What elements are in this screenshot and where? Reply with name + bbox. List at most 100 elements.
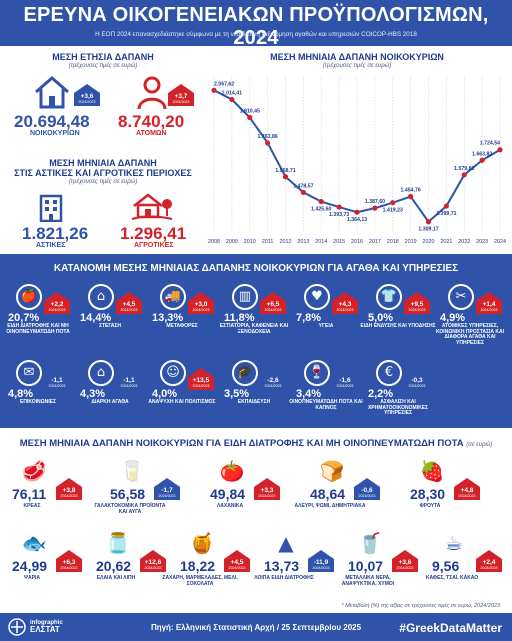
chart-point [336,204,342,210]
fruit-icon: 🍓 [419,459,445,483]
line-chart-svg: 2.067,62 2008 2.014,41 2009 1.910,45 2010 1.76… [208,76,506,245]
category-change-years: 2024/2023 [48,384,66,388]
food-change-badge: +4,5 2024/2023 [224,550,250,572]
category-change-years: 2024/2023 [480,308,498,312]
chart-point [354,209,360,215]
category-panel-title: ΚΑΤΑΝΟΜΗ ΜΕΣΗΣ ΜΗΝΙΑΙΑΣ ΔΑΠΑΝΗΣ ΝΟΙΚΟΚΥΡ… [53,263,459,274]
food-change-value: +4,5 [230,559,244,566]
food-value: 28,30 [410,486,446,502]
category-change-years: 2024/2023 [120,384,138,388]
category-change-badge: +9,5 2024/2023 [404,292,430,314]
dairy-icon: 🥛 [119,459,145,483]
category-item: ⌂ -1,1 2024/2023 4,3% ΔΙΑΡΚΗ ΑΓΑΘΑ [80,360,142,420]
food-item: 🍅 +3,3 2024/2023 49,84 ΛΑΧΑΝΙΚΑ [204,458,284,528]
chart-data-label: 1.763,86 [258,134,278,140]
food-change-years: 2024/2023 [396,566,414,570]
food-value: 10,07 [348,558,384,574]
category-label: ΔΙΑΡΚΗ ΑΓΑΘΑ [91,399,129,405]
food-value: 49,84 [210,486,246,502]
food-change-years: 2024/2023 [258,494,276,498]
food-value: 18,22 [180,558,216,574]
urban-value: 1.821,26 [22,224,89,243]
chart-x-tick-label: 2017 [369,239,381,245]
food-item: 🫙 +12,6 2024/2023 20,62 ΕΛΑΙΑ ΚΑΙ ΛΙΠΗ [90,530,170,600]
chart-point [300,189,306,195]
wine-glass-icon: 🍷 [304,360,330,386]
heartbeat-icon: ♥ [304,284,330,310]
chart-point [211,87,217,93]
category-change-value: -1,6 [339,377,351,384]
chart-point [247,114,253,121]
category-item: ▥ +6,5 2024/2023 11,8% ΕΣΤΙΑΤΟΡΙΑ, ΚΑΦΕΝΕΙΑ … [220,284,288,344]
footer: infographic ΕΛΣΤΑΤ Πηγή: Ελληνική Στατισ… [0,613,512,641]
category-label: ΕΠΙΚΟΙΝΩΝΙΕΣ [20,399,56,405]
chart-x-tick-label: 2016 [351,239,363,245]
food-value: 48,64 [310,486,346,502]
category-percent: 3,4% [296,388,322,400]
food-change-badge: +12,6 2024/2023 [140,550,166,572]
category-change-badge: -0,3 2024/2023 [404,368,430,390]
category-percent: 13,3% [152,312,184,324]
category-percent: 14,4% [80,312,112,324]
category-item: ✂ +1,4 2024/2023 4,9% ΑΤΟΜΙΚΕΣ ΥΠΗΡΕΣΙΕΣ, ΚΟ… [436,284,504,346]
category-item: ☺ +13,5 2024/2023 4,0% ΑΝΑΨΥΧΗ ΚΑΙ ΠΟΛΙΤΙΣΜΟ… [148,360,216,420]
chart-x-tick-label: 2014 [315,239,327,245]
category-change-value: -0,3 [411,377,423,384]
chart-x-tick-label: 2024 [494,239,506,245]
oil-bottle-icon: 🫙 [105,531,131,555]
footnote: * Μεταβολή (%) της αξίας σε τρέχουσες τι… [341,603,500,609]
urban-label: ΑΣΤΙΚΕΣ [36,242,66,249]
category-label: ΕΣΤΙΑΤΟΡΙΑ, ΚΑΦΕΝΕΙΑ ΚΑΙ ΞΕΝΟΔΟΧΕΙΑ [219,323,289,335]
food-change-value: -0,6 [361,487,373,494]
category-change-badge: -1,1 2024/2023 [44,368,70,390]
soft-drink-icon: 🥤 [357,531,383,555]
chart-x-tick-label: 2009 [226,239,238,245]
category-change-badge: -1,6 2024/2023 [332,368,358,390]
category-change-years: 2024/2023 [336,308,354,312]
food-label: ΑΛΕΥΡΙ, ΨΩΜΙ, ΔΗΜΗΤΡΙΑΚΑ [294,503,366,509]
food-change-years: 2024/2023 [312,566,330,570]
scissors-icon: ✂ [448,284,474,310]
chart-x-tick-label: 2019 [405,239,417,245]
food-label: ΜΕΤΑΛΛΙΚΑ ΝΕΡΑ, ΑΝΑΨΥΚΤΙΚΑ, ΧΥΜΟΙ [341,575,395,587]
category-change-years: 2024/2023 [264,384,282,388]
food-change-badge: +3,8 2024/2023 [56,478,82,500]
chart-data-label: 1.309,17 [418,227,438,233]
category-change-value: +13,5 [192,377,210,384]
food-label: ΕΛΑΙΑ ΚΑΙ ΛΙΠΗ [96,575,136,581]
food-item: 🥤 +3,6 2024/2023 10,07 ΜΕΤΑΛΛΙΚΑ ΝΕΡΑ, ΑΝΑΨΥ… [342,530,422,600]
chart-data-label: 1.399,71 [436,211,456,217]
shirt-icon: 👕 [376,284,402,310]
food-change-badge: -1,7 2024/2023 [154,478,180,500]
food-change-badge: -11,9 2024/2023 [308,550,334,572]
source-text: Πηγή: Ελληνική Στατιστική Αρχή / 25 Σεπτ… [150,623,362,632]
apple-icon: 🍎 [16,284,42,310]
header-banner: ΕΡΕΥΝΑ ΟΙΚΟΓΕΝΕΙΑΚΩΝ ΠΡΟΫΠΟΛΟΓΙΣΜΩΝ, 202… [0,0,512,49]
food-change-years: 2024/2023 [480,566,498,570]
farmhouse-icon [131,193,173,220]
category-label: ΣΤΕΓΑΣΗ [98,323,122,329]
food-value: 56,58 [110,486,146,502]
food-change-badge: +3,6 2024/2023 [392,550,418,572]
food-title-note: (σε ευρώ) [466,442,493,448]
category-change-badge: +4,3 2024/2023 [332,292,358,314]
house-icon: ⌂ [88,284,114,310]
category-change-value: -1,1 [123,377,135,384]
category-change-years: 2024/2023 [264,308,282,312]
chart-data-label: 1.419,23 [383,208,403,214]
logo-line-1: infographic [30,620,63,626]
food-label: ΚΡΕΑΣ [23,503,41,509]
category-label: ΕΚΠΑΙΔΕΥΣΗ [237,399,271,405]
chart-x-tick-label: 2021 [440,239,452,245]
food-item: ▲ -11,9 2024/2023 13,73 ΛΟΙΠΑ ΕΙΔΗ ΔΙΑΤΡΟΦΗΣ [254,530,338,600]
chart-x-tick-label: 2010 [244,239,256,245]
food-label: ΨΑΡΙΑ [24,575,40,581]
category-percent: 4,3% [80,388,106,400]
food-label: ΦΡΟΥΤΑ [419,503,441,509]
chart-point [372,205,378,211]
category-label: ΑΤΟΜΙΚΕΣ ΥΠΗΡΕΣΙΕΣ, ΚΟΙΝΩΝΙΚΗ ΠΡΟΣΤΑΣΙΑ … [435,323,505,346]
category-change-badge: +6,5 2024/2023 [260,292,286,314]
food-change-value: +2,4 [482,559,496,566]
food-item: 🍞 -0,6 2024/2023 48,64 ΑΛΕΥΡΙ, ΨΩΜΙ, ΔΗΜΗΤΡΙ… [295,458,384,528]
category-item: 👕 +9,5 2024/2023 5,0% ΕΙΔΗ ΕΝΔΥΣΗΣ ΚΑΙ ΥΠΟΔΗ… [360,284,436,344]
